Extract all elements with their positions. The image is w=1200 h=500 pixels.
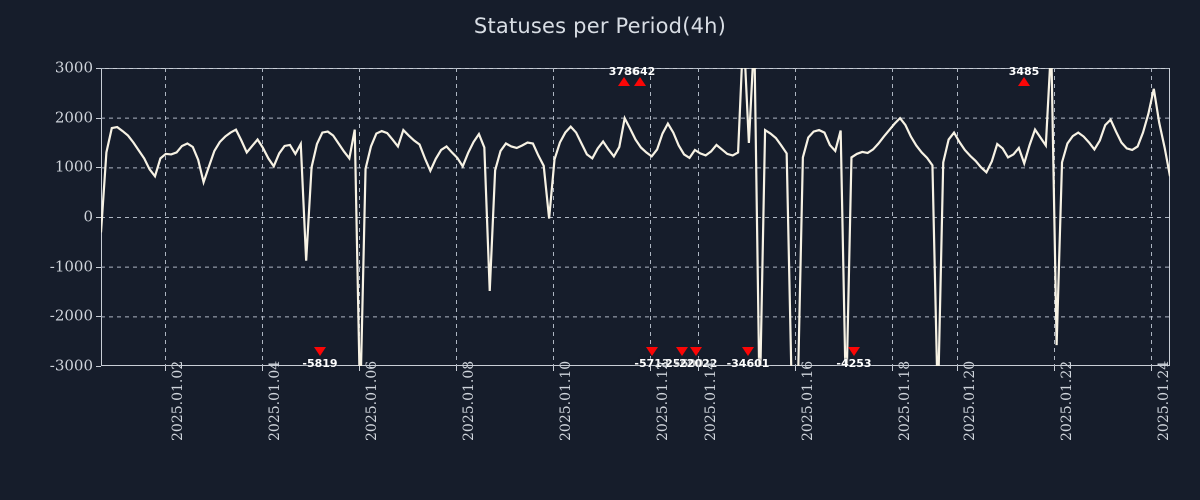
x-tick-label: 2025.01.06 — [364, 360, 380, 441]
x-tick-mark — [165, 366, 166, 371]
peak-value-label: -4253 — [836, 357, 872, 370]
y-tick-mark — [96, 117, 101, 119]
peak-value-label: -34601 — [726, 357, 770, 370]
chart-plot — [101, 68, 1170, 366]
x-tick-mark — [795, 366, 796, 371]
x-tick-label: 2025.01.12 — [655, 360, 671, 441]
y-axis-tick-labels: 3000 2000 1000 0 -1000 -2000 -3000 — [0, 0, 93, 500]
x-tick-mark — [650, 366, 651, 371]
peak-value-label: -5819 — [302, 357, 338, 370]
x-tick-label: 2025.01.24 — [1156, 360, 1172, 441]
grid-lines — [101, 68, 1170, 366]
y-tick-mark — [96, 167, 101, 169]
x-tick-label: 2025.01.08 — [461, 360, 477, 441]
x-tick-label: 2025.01.22 — [1059, 360, 1075, 441]
peak-min-marker — [690, 347, 702, 356]
peak-value-label: -22022 — [674, 357, 718, 370]
y-tick-mark — [96, 68, 101, 69]
peak-min-marker — [676, 347, 688, 356]
peak-min-marker — [314, 347, 326, 356]
y-tick-label: -2000 — [49, 306, 93, 325]
y-tick-label: -1000 — [49, 257, 93, 276]
y-tick-label: 2000 — [54, 108, 93, 127]
y-tick-label: 3000 — [54, 58, 93, 77]
series-line — [101, 68, 1170, 366]
x-tick-label: 2025.01.14 — [703, 360, 719, 441]
peak-min-marker — [742, 347, 754, 356]
y-tick-label: 1000 — [54, 157, 93, 176]
peak-value-label: -25600 — [660, 357, 704, 370]
y-tick-mark — [96, 366, 101, 367]
peak-max-marker — [1018, 77, 1030, 86]
x-tick-mark — [1054, 366, 1055, 371]
peak-max-marker — [618, 77, 630, 86]
peak-max-marker — [634, 77, 646, 86]
x-tick-label: 2025.01.18 — [897, 360, 913, 441]
peak-min-marker — [646, 347, 658, 356]
x-tick-mark — [359, 366, 360, 371]
peak-min-marker — [848, 347, 860, 356]
y-tick-mark — [96, 217, 101, 218]
peak-value-label: 3485 — [1008, 65, 1040, 78]
x-tick-label: 2025.01.20 — [962, 360, 978, 441]
page-title: Statuses per Period(4h) — [473, 14, 727, 38]
x-tick-mark — [892, 366, 893, 371]
peak-value-label: 3642 — [624, 65, 656, 78]
x-tick-mark — [1151, 366, 1152, 371]
y-tick-mark — [96, 316, 101, 318]
x-tick-mark — [553, 366, 554, 371]
x-tick-label: 2025.01.10 — [558, 360, 574, 441]
data-series — [101, 68, 1170, 366]
x-tick-mark — [262, 366, 263, 371]
y-tick-label: -3000 — [49, 356, 93, 375]
y-tick-mark — [96, 266, 101, 268]
x-tick-mark — [698, 366, 699, 371]
peak-value-label: -5713 — [634, 357, 670, 370]
x-tick-label: 2025.01.04 — [267, 360, 283, 441]
y-tick-label: 0 — [83, 207, 93, 226]
x-tick-mark — [957, 366, 958, 371]
peak-value-label: 3786 — [608, 65, 640, 78]
x-tick-label: 2025.01.16 — [800, 360, 816, 441]
x-tick-mark — [456, 366, 457, 371]
x-tick-label: 2025.01.02 — [170, 360, 186, 441]
